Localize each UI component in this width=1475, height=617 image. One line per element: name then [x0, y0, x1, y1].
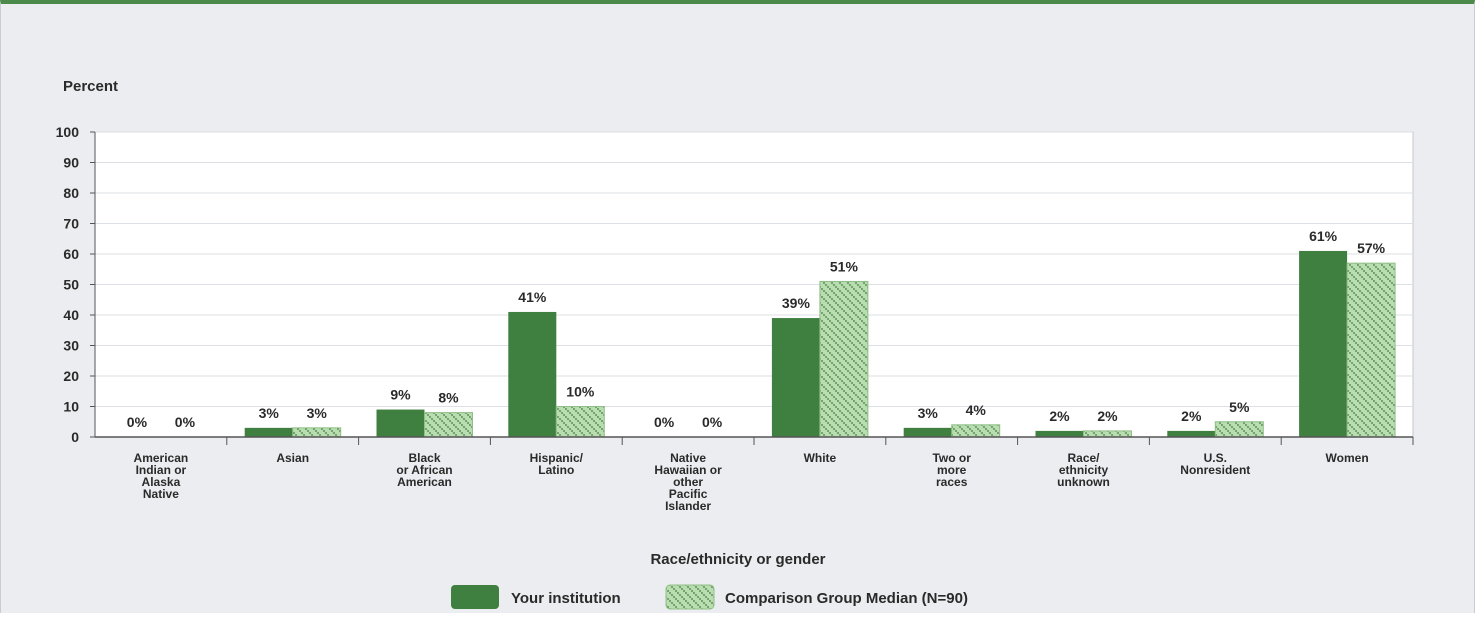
bar-comparison-median [292, 427, 342, 438]
y-tick-label: 20 [63, 368, 79, 384]
data-label: 0% [127, 414, 148, 430]
bar-your-institution [903, 427, 952, 437]
x-tick-label: White [804, 451, 837, 465]
bar-your-institution [244, 427, 293, 437]
data-label: 0% [654, 414, 675, 430]
x-tick-label: U.S. Nonresident [1180, 451, 1250, 477]
plot-area: 0 10 20 30 40 50 60 70 80 90 100 0% 0% American Indian… [56, 124, 1414, 513]
bar-chart: Percent 0 10 20 30 40 50 60 70 80 90 100 0% 0% Americ… [56, 78, 1414, 610]
x-tick-label: Women [1326, 451, 1369, 465]
data-label: 2% [1097, 408, 1118, 424]
bar-comparison-median [1083, 430, 1132, 438]
data-label: 0% [702, 414, 723, 430]
data-label: 57% [1357, 240, 1386, 256]
x-tick-label: Black or African American [396, 451, 452, 489]
data-label: 8% [438, 390, 459, 406]
bar-your-institution [508, 311, 557, 437]
data-label: 2% [1181, 408, 1202, 424]
data-label: 4% [966, 402, 987, 418]
data-label: 39% [782, 295, 811, 311]
bar-your-institution [376, 409, 425, 437]
x-tick-label: Native Hawaiian or other Pacific Islander [654, 451, 722, 513]
data-label: 3% [307, 405, 328, 421]
bar-comparison-median [819, 280, 869, 438]
data-label: 9% [390, 387, 411, 403]
data-label: 0% [175, 414, 196, 430]
bar-comparison-median [1346, 262, 1396, 438]
y-tick-label: 60 [63, 246, 79, 262]
data-label: 10% [566, 384, 595, 400]
bar-your-institution [1299, 250, 1348, 437]
bar-your-institution [771, 318, 820, 437]
y-tick-label: 90 [63, 155, 79, 171]
legend-label-your-institution: Your institution [511, 590, 621, 607]
data-label: 5% [1229, 399, 1250, 415]
data-label: 3% [918, 405, 939, 421]
bar-comparison-median [951, 424, 1001, 438]
y-axis-title: Percent [63, 78, 118, 95]
x-tick-label: Hispanic/Latino [530, 451, 584, 477]
x-tick-label: American Indian or Alaska Native [134, 451, 189, 501]
data-label: 41% [518, 289, 547, 305]
y-tick-label: 100 [56, 124, 80, 140]
data-label: 51% [830, 258, 859, 274]
data-label: 3% [259, 405, 280, 421]
legend-swatch-comparison-median [665, 584, 715, 610]
y-tick-label: 30 [63, 338, 79, 354]
x-tick-label: Asian [276, 451, 309, 465]
y-tick-label: 80 [63, 185, 79, 201]
legend-swatch-your-institution [451, 585, 499, 609]
bar-your-institution [1035, 430, 1084, 437]
legend: Your institution Comparison Group Median … [451, 584, 968, 610]
y-tick-label: 50 [63, 277, 79, 293]
y-tick-label: 0 [71, 429, 79, 445]
x-axis-title: Race/ethnicity or gender [650, 551, 825, 568]
data-label: 61% [1309, 228, 1338, 244]
bar-comparison-median [555, 406, 605, 438]
x-tick-label: Two or more races [932, 451, 971, 489]
legend-label-comparison-median: Comparison Group Median (N=90) [725, 590, 968, 607]
bar-your-institution [1167, 430, 1216, 437]
data-label: 2% [1049, 408, 1070, 424]
y-tick-label: 40 [63, 307, 79, 323]
x-tick-label: Race/ethnicity unknown [1057, 451, 1110, 489]
y-tick-label: 10 [63, 399, 79, 415]
bar-comparison-median [1214, 421, 1264, 438]
bar-comparison-median [424, 412, 473, 438]
y-tick-label: 70 [63, 216, 79, 232]
